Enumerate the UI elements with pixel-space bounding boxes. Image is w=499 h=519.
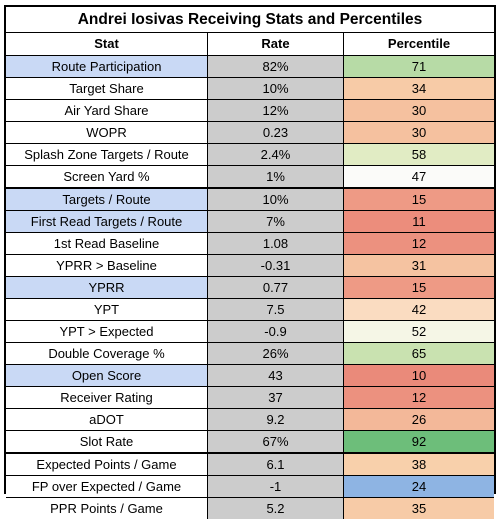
rate-cell: 37: [208, 387, 344, 408]
stat-cell: 1st Read Baseline: [6, 233, 208, 254]
rate-cell: 26%: [208, 343, 344, 364]
percentile-cell: 12: [344, 233, 494, 254]
table-row: Open Score 43 10: [6, 365, 494, 387]
rate-cell: 7.5: [208, 299, 344, 320]
stat-cell: YPRR > Baseline: [6, 255, 208, 276]
rate-cell: 7%: [208, 211, 344, 232]
stat-cell: aDOT: [6, 409, 208, 430]
rate-cell: 9.2: [208, 409, 344, 430]
percentile-cell: 24: [344, 476, 494, 497]
stat-cell: Air Yard Share: [6, 100, 208, 121]
stat-cell: Receiver Rating: [6, 387, 208, 408]
header-percentile: Percentile: [387, 36, 451, 51]
stat-cell: YPT > Expected: [6, 321, 208, 342]
stat-cell: First Read Targets / Route: [6, 211, 208, 232]
table-row: Target Share 10% 34: [6, 78, 494, 100]
rate-cell: 0.23: [208, 122, 344, 143]
rate-cell: 10%: [208, 78, 344, 99]
table-row: YPRR 0.77 15: [6, 277, 494, 299]
table-row: YPRR > Baseline -0.31 31: [6, 255, 494, 277]
rate-cell: 1.08: [208, 233, 344, 254]
stat-cell: Double Coverage %: [6, 343, 208, 364]
rate-cell: 82%: [208, 56, 344, 77]
table-title: Andrei Iosivas Receiving Stats and Perce…: [6, 7, 494, 33]
header-rate: Rate: [208, 33, 344, 55]
percentile-cell: 30: [344, 122, 494, 143]
table-body: Route Participation 82% 71 Target Share 10% 3…: [6, 56, 494, 519]
rate-cell: -1: [208, 476, 344, 497]
stat-cell: Open Score: [6, 365, 208, 386]
percentile-cell: 58: [344, 144, 494, 165]
rate-cell: 6.1: [208, 454, 344, 475]
table-row: aDOT 9.2 26: [6, 409, 494, 431]
stat-cell: Route Participation: [6, 56, 208, 77]
table-row: Air Yard Share 12% 30: [6, 100, 494, 122]
percentile-cell: 11: [344, 211, 494, 232]
stat-cell: Splash Zone Targets / Route: [6, 144, 208, 165]
stat-cell: Screen Yard %: [6, 166, 208, 187]
percentile-cell: 31: [344, 255, 494, 276]
stat-cell: Targets / Route: [6, 189, 208, 210]
stat-cell: YPT: [6, 299, 208, 320]
stat-cell: Expected Points / Game: [6, 454, 208, 475]
stats-table: Andrei Iosivas Receiving Stats and Perce…: [4, 5, 496, 519]
header-row: Stat Rate Percentile: [6, 33, 494, 56]
table-row: Splash Zone Targets / Route 2.4% 58: [6, 144, 494, 166]
rate-cell: 1%: [208, 166, 344, 187]
rate-cell: -0.9: [208, 321, 344, 342]
percentile-cell: 26: [344, 409, 494, 430]
table-row: WOPR 0.23 30: [6, 122, 494, 144]
rate-cell: 5.2: [208, 498, 344, 519]
table-row: Targets / Route 10% 15: [6, 189, 494, 211]
percentile-cell: 30: [344, 100, 494, 121]
table-row: Slot Rate 67% 92: [6, 431, 494, 454]
table-row: First Read Targets / Route 7% 11: [6, 211, 494, 233]
percentile-cell: 15: [344, 277, 494, 298]
percentile-cell: 42: [344, 299, 494, 320]
percentile-cell: 65: [344, 343, 494, 364]
table-row: Receiver Rating 37 12: [6, 387, 494, 409]
percentile-cell: 47: [344, 166, 494, 187]
table-row: YPT > Expected -0.9 52: [6, 321, 494, 343]
rate-cell: 43: [208, 365, 344, 386]
table-row: PPR Points / Game 5.2 35: [6, 498, 494, 519]
percentile-cell: 92: [344, 431, 494, 452]
percentile-cell: 12: [344, 387, 494, 408]
stat-cell: YPRR: [6, 277, 208, 298]
percentile-cell: 52: [344, 321, 494, 342]
rate-cell: 0.77: [208, 277, 344, 298]
rate-cell: -0.31: [208, 255, 344, 276]
rate-cell: 2.4%: [208, 144, 344, 165]
stat-cell: Slot Rate: [6, 431, 208, 452]
table-row: Route Participation 82% 71: [6, 56, 494, 78]
header-stat: Stat: [6, 33, 208, 55]
percentile-cell: 10: [344, 365, 494, 386]
table-row: YPT 7.5 42: [6, 299, 494, 321]
table-row: 1st Read Baseline 1.08 12: [6, 233, 494, 255]
stat-cell: Target Share: [6, 78, 208, 99]
table-row: FP over Expected / Game -1 24: [6, 476, 494, 498]
rate-cell: 10%: [208, 189, 344, 210]
percentile-cell: 35: [344, 498, 494, 519]
stat-cell: PPR Points / Game: [6, 498, 208, 519]
percentile-cell: 15: [344, 189, 494, 210]
rate-cell: 67%: [208, 431, 344, 452]
stat-cell: WOPR: [6, 122, 208, 143]
table-row: Expected Points / Game 6.1 38: [6, 454, 494, 476]
percentile-cell: 38: [344, 454, 494, 475]
rate-cell: 12%: [208, 100, 344, 121]
table-row: Screen Yard % 1% 47: [6, 166, 494, 189]
percentile-cell: 71: [344, 56, 494, 77]
table-row: Double Coverage % 26% 65: [6, 343, 494, 365]
percentile-cell: 34: [344, 78, 494, 99]
stat-cell: FP over Expected / Game: [6, 476, 208, 497]
